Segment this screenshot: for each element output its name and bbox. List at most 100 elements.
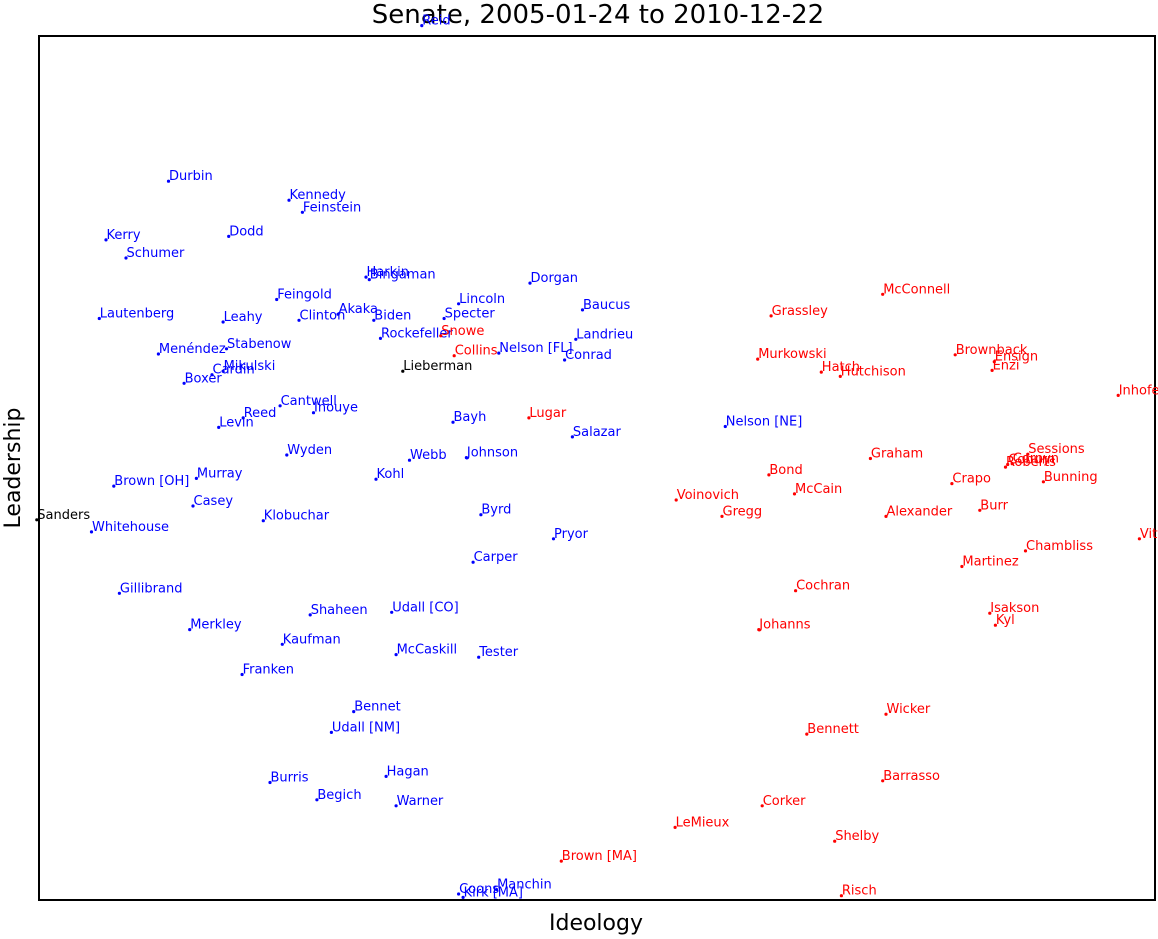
point-brown-ma (559, 859, 563, 863)
point-ensign (992, 360, 996, 364)
point-lautenberg (97, 316, 101, 321)
point-label-hatch: Hatch (822, 360, 860, 375)
point-bennet (352, 710, 356, 714)
point-label-wicker: Wicker (887, 702, 931, 717)
point-mccain (792, 492, 797, 496)
point-men-ndez (156, 352, 160, 356)
point-label-leahy: Leahy (224, 310, 263, 325)
point-bingaman (367, 278, 371, 282)
point-label-brown-oh: Brown [OH] (114, 474, 189, 489)
point-label-johnson: Johnson (466, 446, 518, 461)
point-whitehouse (89, 530, 94, 534)
point-tester (477, 655, 481, 659)
point-label-gillibrand: Gillibrand (120, 581, 183, 596)
point-label-nelson-fl: Nelson [FL] (499, 341, 572, 356)
point-nelson-ne (723, 424, 727, 429)
point-stabenow (224, 347, 229, 351)
plot-frame (38, 35, 1156, 901)
point-lieberman (401, 369, 405, 373)
point-boxer (182, 381, 186, 385)
point-label-udall-nm: Udall [NM] (332, 720, 400, 735)
chart-title: Senate, 2005-01-24 to 2010-12-22 (372, 0, 824, 30)
point-label-dodd: Dodd (229, 224, 263, 239)
point-risch (839, 894, 844, 898)
point-udall-co (390, 610, 394, 614)
point-label-begich: Begich (317, 788, 361, 803)
point-vitter (1137, 537, 1141, 541)
point-label-udall-co: Udall [CO] (392, 600, 459, 615)
point-label-kerry: Kerry (107, 228, 141, 243)
point-label-collins: Collins (455, 344, 498, 359)
point-alexander (884, 514, 888, 519)
point-label-vitter: Vitter (1140, 527, 1158, 542)
point-label-nelson-ne: Nelson [NE] (726, 415, 803, 430)
point-inhofe (1116, 393, 1120, 397)
point-klobuchar (261, 519, 265, 523)
point-label-enzi: Enzi (993, 358, 1020, 373)
point-label-bennet: Bennet (354, 700, 401, 715)
point-cornyn (1010, 462, 1014, 466)
point-label-conrad: Conrad (565, 348, 612, 363)
point-label-lemieux: LeMieux (676, 815, 730, 830)
point-label-martinez: Martinez (962, 555, 1018, 570)
point-label-reid: Reid (422, 14, 450, 29)
point-warner (394, 804, 398, 808)
point-label-klobuchar: Klobuchar (264, 509, 330, 524)
point-lincoln (457, 302, 461, 306)
point-label-bunning: Bunning (1044, 470, 1098, 485)
point-label-lugar: Lugar (529, 406, 566, 421)
point-feingold (275, 297, 279, 302)
point-bayh (451, 420, 455, 424)
point-kaufman (280, 642, 284, 646)
point-label-coburn: Coburn (1008, 453, 1055, 468)
point-hatch (819, 370, 823, 374)
point-label-franken: Franken (243, 663, 294, 678)
point-johanns (757, 628, 761, 632)
point-label-shaheen: Shaheen (311, 603, 368, 618)
point-sanders (35, 518, 39, 522)
point-schumer (124, 256, 128, 260)
point-crapo (950, 482, 954, 486)
point-label-hagan: Hagan (387, 764, 429, 779)
point-lemieux (673, 825, 677, 830)
point-reed (241, 416, 245, 420)
point-grassley (769, 314, 773, 318)
point-label-mccain: McCain (795, 482, 842, 497)
point-label-wyden: Wyden (287, 443, 332, 458)
point-udall-nm (329, 730, 333, 735)
point-mcconnell (881, 292, 885, 296)
point-label-kohl: Kohl (377, 467, 405, 482)
point-label-warner: Warner (397, 794, 444, 809)
point-label-snowe: Snowe (441, 324, 484, 339)
point-burr (978, 508, 982, 512)
point-label-carper: Carper (474, 550, 519, 565)
point-byrd (479, 513, 483, 517)
point-label-graham: Graham (871, 447, 923, 462)
point-johnson (464, 456, 468, 460)
point-label-reed: Reed (244, 406, 277, 421)
point-cardin (210, 373, 214, 377)
point-label-shelby: Shelby (835, 829, 879, 844)
point-wicker (884, 712, 888, 716)
point-akaka (336, 312, 340, 316)
point-label-kyl: Kyl (996, 613, 1015, 628)
point-label-cantwell: Cantwell (281, 394, 337, 409)
point-bond (767, 473, 771, 477)
point-shaheen (308, 613, 312, 617)
point-kyl (993, 623, 998, 627)
point-landrieu (574, 337, 578, 341)
point-label-pryor: Pryor (554, 527, 589, 542)
point-snowe (439, 334, 443, 338)
point-label-lieberman: Lieberman (403, 359, 472, 374)
point-label-harkin: Harkin (367, 265, 409, 280)
point-label-rockefeller: Rockefeller (381, 326, 453, 341)
point-inouye (311, 411, 316, 415)
point-kerry (104, 238, 108, 242)
point-nelson-fl (497, 351, 501, 355)
point-enzi (990, 368, 994, 372)
point-corker (760, 804, 764, 808)
point-label-murray: Murray (197, 466, 243, 481)
point-label-burr: Burr (980, 498, 1008, 513)
point-label-bingaman: Bingaman (370, 268, 436, 283)
point-gregg (720, 514, 724, 519)
